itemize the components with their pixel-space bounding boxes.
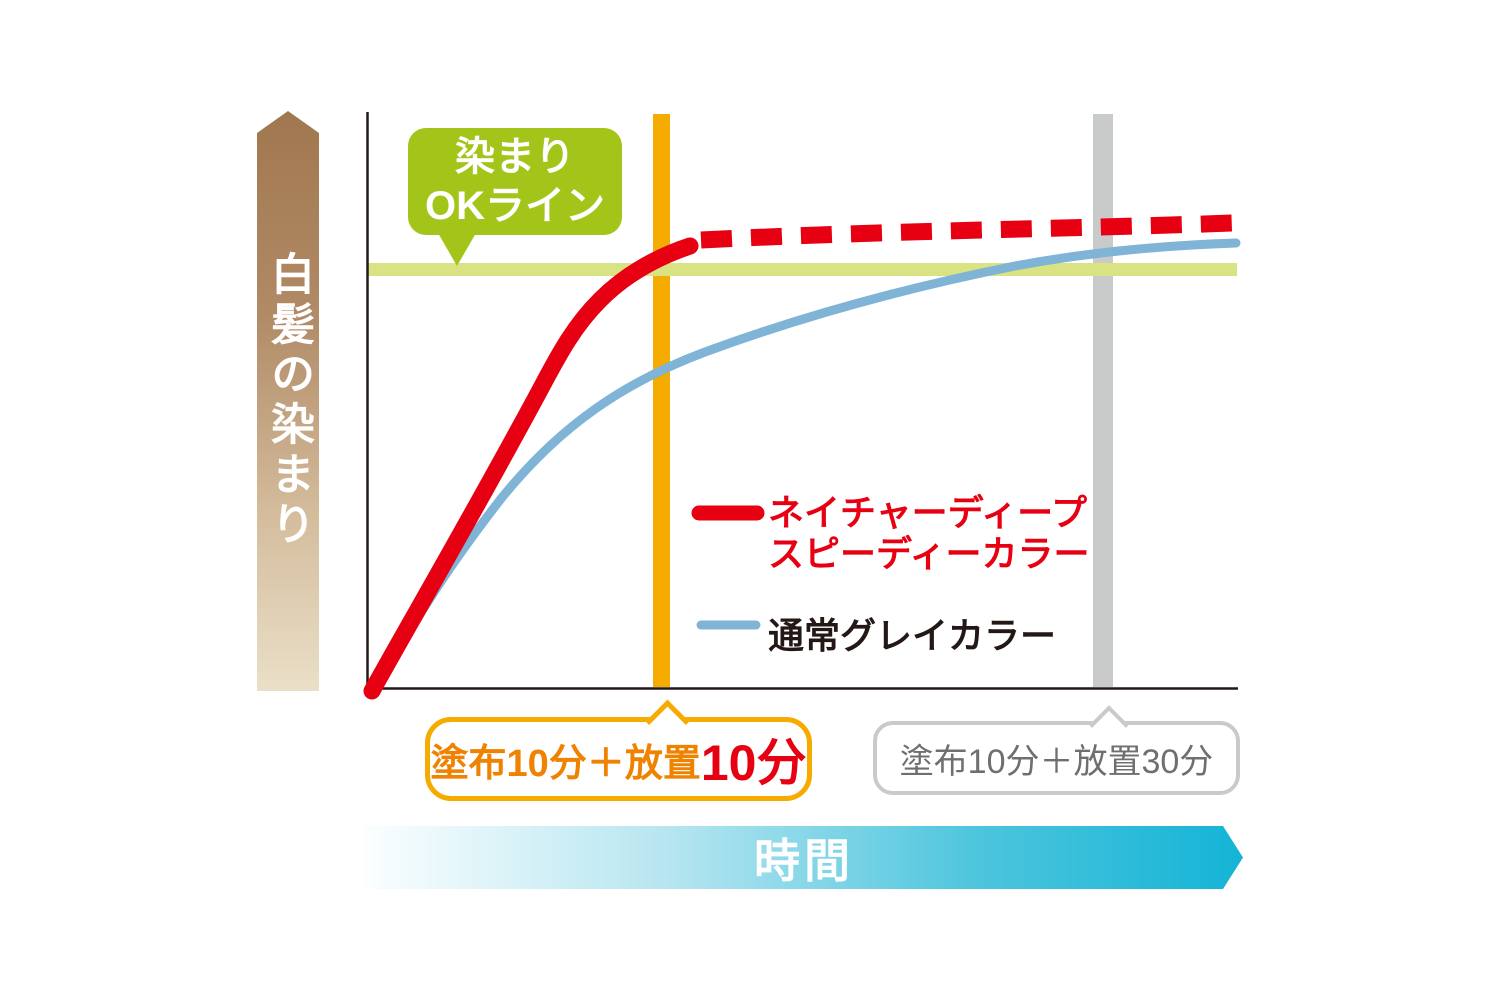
series-speedy-color-curve-solid [363, 237, 699, 700]
callout-10min-text: 塗布10分＋放置 [430, 742, 701, 785]
ok-line-badge-line1: 染まり [455, 134, 575, 179]
series-normal-gray-color-curve [370, 238, 1241, 697]
legend-label-speedy-line1: ネイチャーディープ [768, 492, 1087, 533]
y-axis-label: 白髪の染まり [264, 251, 313, 551]
x-axis-arrow: 時間 [365, 826, 1243, 889]
callout-30min-text: 塗布10分＋放置30分 [899, 742, 1214, 781]
x-axis-label: 時間 [754, 834, 854, 887]
y-axis-arrow: 白髪の染まり [257, 111, 319, 691]
callout-10min-text-emphasis: 10分 [700, 735, 807, 791]
series-speedy-color-curve-dashed [700, 214, 1234, 249]
legend-label-speedy-line2: スピーディーカラー [768, 533, 1090, 574]
ok-line-badge-pointer [438, 233, 476, 266]
callout-10min: 塗布10分＋放置 10分 [425, 699, 812, 801]
ok-line-badge: 染まり OKライン [408, 128, 622, 266]
callout-30min: 塗布10分＋放置30分 [873, 705, 1240, 795]
legend-label-normal-gray: 通常グレイカラー [768, 615, 1057, 656]
legend-label-speedy-color: ネイチャーディープ スピーディーカラー [768, 492, 1089, 574]
ok-line-badge-line2: OKライン [425, 183, 605, 228]
